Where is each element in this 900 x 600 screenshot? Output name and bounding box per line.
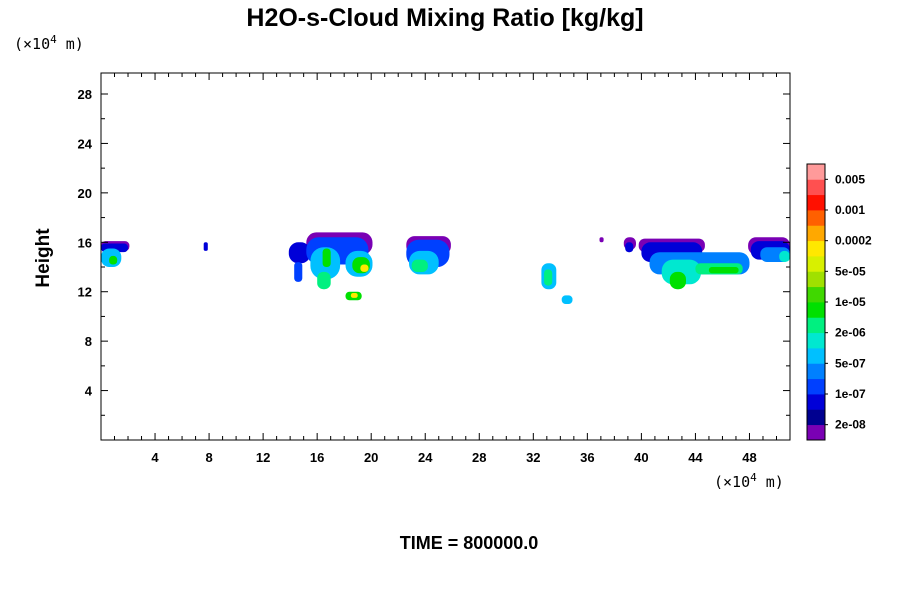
y-axis-unit: (×104 m) <box>14 33 84 53</box>
colorbar-label: 2e-08 <box>835 418 866 432</box>
x-tick-label: 48 <box>742 450 756 465</box>
colorbar-label: 0.001 <box>835 203 865 217</box>
cloud-cell <box>708 267 739 274</box>
y-tick-label: 20 <box>78 186 92 201</box>
x-tick-label: 28 <box>472 450 486 465</box>
y-axis-label: Height <box>33 228 54 288</box>
cloud-field <box>101 232 790 304</box>
chart-title: H2O-s-Cloud Mixing Ratio [kg/kg] <box>246 4 643 32</box>
y-tick-label: 4 <box>85 384 93 399</box>
colorbar-swatch <box>807 363 825 380</box>
colorbar-label: 0.0002 <box>835 234 872 248</box>
x-tick-label: 12 <box>256 450 270 465</box>
x-axis-unit: (×104 m) <box>714 471 784 491</box>
cloud-cell <box>322 248 331 267</box>
colorbar-swatch <box>807 164 825 180</box>
colorbar-swatch <box>807 271 825 288</box>
cloud-cell <box>561 295 573 304</box>
colorbar-swatch <box>807 348 825 364</box>
y-tick-label: 24 <box>78 136 93 151</box>
x-tick-label: 4 <box>151 450 159 465</box>
x-tick-label: 16 <box>310 450 324 465</box>
colorbar-label: 5e-07 <box>835 356 866 370</box>
cloud-cell <box>669 271 686 290</box>
cloud-cell <box>203 242 208 251</box>
x-tick-label: 20 <box>364 450 378 465</box>
cloud-cell <box>625 242 634 253</box>
colorbar-swatch <box>807 378 825 395</box>
colorbar-label: 5e-05 <box>835 264 866 278</box>
cloud-cell <box>288 242 311 264</box>
colorbar-swatch <box>807 179 825 196</box>
time-label: TIME = 800000.0 <box>400 533 539 553</box>
colorbar-label: 2e-06 <box>835 326 866 340</box>
y-tick-label: 16 <box>78 235 92 250</box>
cloud-cell <box>411 259 428 272</box>
colorbar-swatch <box>807 409 825 426</box>
colorbar-swatch <box>807 332 825 349</box>
cloud-cell <box>294 262 303 282</box>
colorbar-swatch <box>807 194 825 211</box>
cloud-cell <box>599 237 604 243</box>
colorbar-label: 1e-07 <box>835 387 866 401</box>
colorbar: 2e-08 1e-07 5e-07 2e-06 1e-05 5e-05 0.0002 0.00… <box>806 163 872 441</box>
colorbar-swatch <box>807 394 825 410</box>
x-tick-label: 36 <box>580 450 594 465</box>
plot-frame <box>100 72 791 441</box>
colorbar-label: 0.005 <box>835 172 865 186</box>
cloud-cell <box>544 269 553 286</box>
x-tick-label: 32 <box>526 450 540 465</box>
colorbar-swatch <box>807 286 825 303</box>
y-tick-label: 12 <box>78 285 92 300</box>
colorbar-swatch <box>807 302 825 318</box>
cloud-cell <box>317 271 331 290</box>
colorbar-swatch <box>807 240 825 257</box>
colorbar-swatch <box>807 210 825 226</box>
cloud-cell <box>109 255 118 265</box>
cloud-cell <box>350 293 358 298</box>
y-tick-label: 28 <box>78 87 92 102</box>
x-tick-label: 24 <box>418 450 433 465</box>
x-tick-label: 8 <box>205 450 212 465</box>
y-axis: 4 8 12 16 20 24 28 <box>78 87 790 416</box>
x-tick-label: 40 <box>634 450 648 465</box>
colorbar-label: 1e-05 <box>835 295 866 309</box>
cloud-cell <box>360 264 369 272</box>
x-tick-label: 44 <box>688 450 703 465</box>
colorbar-swatch <box>807 256 825 272</box>
colorbar-swatch <box>807 317 825 334</box>
cloud-cell <box>779 250 790 262</box>
colorbar-swatch <box>807 225 825 242</box>
y-tick-label: 8 <box>85 334 92 349</box>
colorbar-swatch <box>807 424 825 441</box>
x-axis: 4 8 12 16 20 24 28 32 36 40 44 48 <box>114 73 777 465</box>
